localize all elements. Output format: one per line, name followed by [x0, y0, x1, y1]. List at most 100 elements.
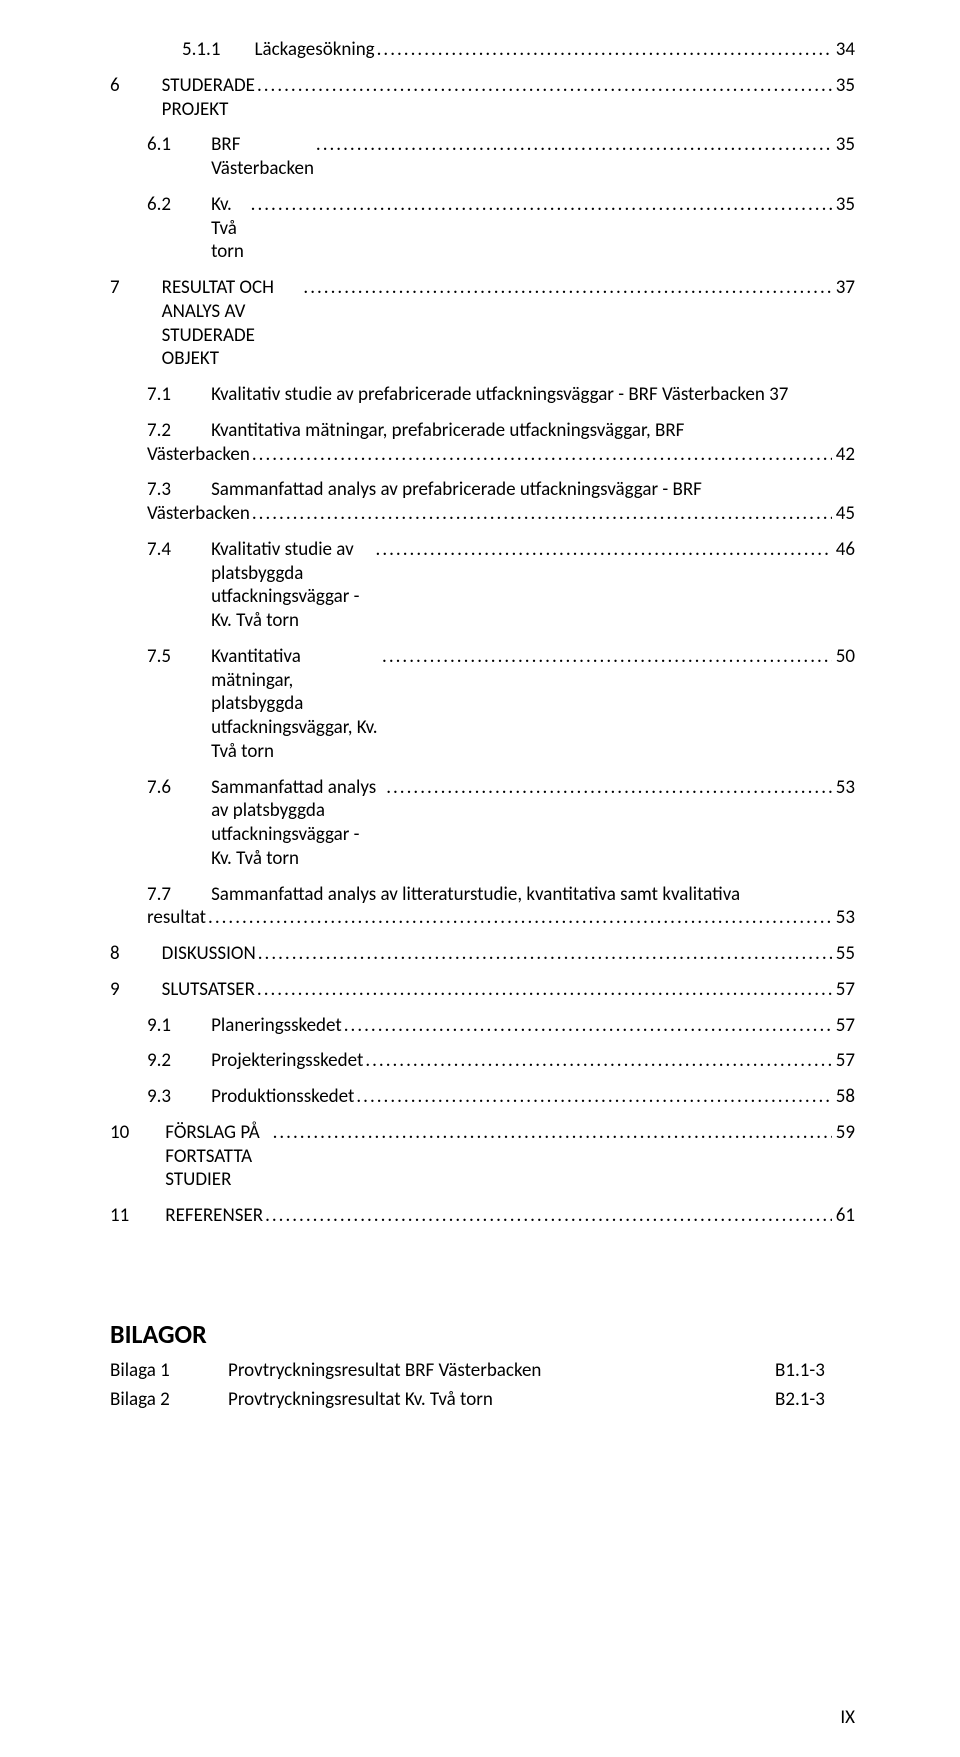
toc-leader: ........................................…: [342, 1014, 832, 1038]
toc-number: 8: [110, 942, 120, 966]
toc-entry: 9.3 Produktionsskedet....................…: [110, 1085, 855, 1109]
toc-number: 9: [110, 978, 120, 1002]
toc-leader: ........................................…: [255, 74, 832, 98]
toc-entry: 9.2 Projekteringsskedet..................…: [110, 1049, 855, 1073]
toc-entry: 7.7 Sammanfattad analys av litteraturstud…: [110, 883, 855, 931]
toc-page: 57: [832, 1049, 855, 1073]
toc-entry: 11REFERENSER............................…: [110, 1204, 855, 1228]
toc-page: 50: [832, 645, 855, 669]
appendix-title: Provtryckningsresultat Kv. Två torn: [228, 1387, 775, 1413]
toc-entry: 10 FÖRSLAG PÅ FORTSATTA STUDIER..........…: [110, 1121, 855, 1192]
toc-number: 6: [110, 74, 120, 98]
toc-leader: ........................................…: [363, 1049, 831, 1073]
toc-label: Kvalitativ studie av platsbyggda utfackn…: [211, 538, 373, 633]
toc-leader: ........................................…: [255, 978, 832, 1002]
toc-page: 46: [832, 538, 855, 562]
toc-entry: 6.2 Kv. Två torn.........................…: [110, 193, 855, 264]
toc-number: 9.2: [147, 1049, 171, 1073]
toc-page: 61: [832, 1204, 855, 1228]
toc-entry: 7.6 Sammanfattad analys av platsbyggda ut…: [110, 776, 855, 871]
toc-number: 7.4: [147, 538, 171, 562]
toc-label: Kvalitativ studie av prefabricerade utfa…: [211, 383, 765, 406]
toc-number: 11: [110, 1204, 129, 1228]
toc-page: 37: [832, 276, 855, 300]
toc-entry: 6.1 BRF Västerbacken.....................…: [110, 133, 855, 181]
toc-label: Kvantitativa mätningar, prefabricerade u…: [211, 419, 684, 443]
toc-page: 55: [832, 942, 855, 966]
toc-label: Projekteringsskedet: [211, 1049, 363, 1073]
toc-leader: ........................................…: [384, 776, 832, 800]
toc-leader: ........................................…: [354, 1085, 831, 1109]
toc-page: 45: [832, 502, 855, 526]
toc-label: FÖRSLAG PÅ FORTSATTA STUDIER: [165, 1121, 270, 1192]
toc-entry: 7.1 Kvalitativ studie av prefabricerade u…: [110, 383, 855, 407]
toc-number: 6.2: [147, 193, 171, 217]
toc-number: 7.1: [147, 383, 171, 406]
toc-entry: 7.2 Kvantitativa mätningar, prefabricerad…: [110, 419, 855, 467]
toc-page: 57: [832, 1014, 855, 1038]
toc-number: 9.1: [147, 1014, 171, 1038]
toc-label: REFERENSER: [165, 1204, 263, 1228]
toc-number: 10: [110, 1121, 129, 1145]
toc-page: 57: [832, 978, 855, 1002]
toc-label: STUDERADE PROJEKT: [162, 74, 255, 122]
toc-page: 37: [765, 383, 789, 406]
appendix-title: Provtryckningsresultat BRF Västerbacken: [228, 1358, 775, 1384]
appendix-entry: Bilaga 2Provtryckningsresultat Kv. Två t…: [110, 1387, 855, 1413]
toc-label: RESULTAT OCH ANALYS AV STUDERADE OBJEKT: [162, 276, 302, 371]
appendix-ref: B2.1-3: [775, 1387, 855, 1413]
toc-entry: 7.5Kvantitativa mätningar, platsbyggda u…: [110, 645, 855, 764]
toc-label: Sammanfattad analys av prefabricerade ut…: [211, 478, 702, 502]
toc-leader: ........................................…: [380, 645, 832, 669]
toc-number: 7.6: [147, 776, 171, 800]
toc-entry: 5.1.1 Läckagesökning.....................…: [110, 38, 855, 62]
toc-entry: 9SLUTSATSER.............................…: [110, 978, 855, 1002]
toc-leader: ........................................…: [375, 38, 832, 62]
toc-leader: ........................................…: [374, 538, 832, 562]
toc-page: 35: [832, 193, 855, 217]
toc-label-cont: resultat: [147, 906, 206, 930]
toc-label: BRF Västerbacken: [211, 133, 314, 181]
toc-leader: ........................................…: [271, 1121, 832, 1145]
toc-leader: ........................................…: [249, 193, 832, 217]
toc-number: 7.3: [147, 478, 171, 502]
toc-page: 59: [832, 1121, 855, 1145]
toc-label: Sammanfattad analys av platsbyggda utfac…: [211, 776, 384, 871]
toc-number: 9.3: [147, 1085, 171, 1109]
toc-entry: 9.1 Planeringsskedet.....................…: [110, 1014, 855, 1038]
toc-label-cont: Västerbacken: [147, 502, 250, 526]
toc-label: Planeringsskedet: [211, 1014, 342, 1038]
appendix-entry: Bilaga 1Provtryckningsresultat BRF Väste…: [110, 1358, 855, 1384]
toc-number: 6.1: [147, 133, 171, 157]
toc-entry: 7.4 Kvalitativ studie av platsbyggda utfa…: [110, 538, 855, 633]
toc-label: Kvantitativa mätningar, platsbyggda utfa…: [211, 645, 380, 764]
toc-entry: 7 RESULTAT OCH ANALYS AV STUDERADE OBJEKT…: [110, 276, 855, 371]
toc-label-cont: Västerbacken: [147, 443, 250, 467]
toc-label: Läckagesökning: [254, 38, 374, 62]
appendix-heading: BILAGOR: [110, 1318, 855, 1350]
toc-leader: ........................................…: [256, 942, 832, 966]
toc-page: 42: [832, 443, 855, 467]
toc-page: 53: [832, 906, 855, 930]
toc-page: 58: [832, 1085, 855, 1109]
toc-number: 7.7: [147, 883, 171, 907]
toc-label: Sammanfattad analys av litteraturstudie,…: [211, 883, 740, 907]
toc-leader: ........................................…: [301, 276, 831, 300]
toc-leader: ........................................…: [314, 133, 832, 157]
page-number: IX: [840, 1706, 855, 1729]
toc-number: 7.2: [147, 419, 171, 443]
toc-entry: 7.3 Sammanfattad analys av prefabricerade…: [110, 478, 855, 526]
toc-leader: ........................................…: [250, 502, 832, 526]
toc-entry: 8 DISKUSSION.............................…: [110, 942, 855, 966]
table-of-contents: 5.1.1 Läckagesökning.....................…: [110, 38, 855, 1228]
toc-label: Kv. Två torn: [211, 193, 249, 264]
toc-number: 7: [110, 276, 120, 300]
appendix-ref: B1.1-3: [775, 1358, 855, 1384]
toc-entry: 6 STUDERADE PROJEKT......................…: [110, 74, 855, 122]
toc-label: DISKUSSION: [162, 942, 256, 966]
toc-number: 5.1.1: [182, 38, 220, 62]
toc-page: 35: [832, 74, 855, 98]
toc-label: Produktionsskedet: [211, 1085, 354, 1109]
toc-page: 34: [832, 38, 855, 62]
toc-leader: ........................................…: [206, 906, 832, 930]
